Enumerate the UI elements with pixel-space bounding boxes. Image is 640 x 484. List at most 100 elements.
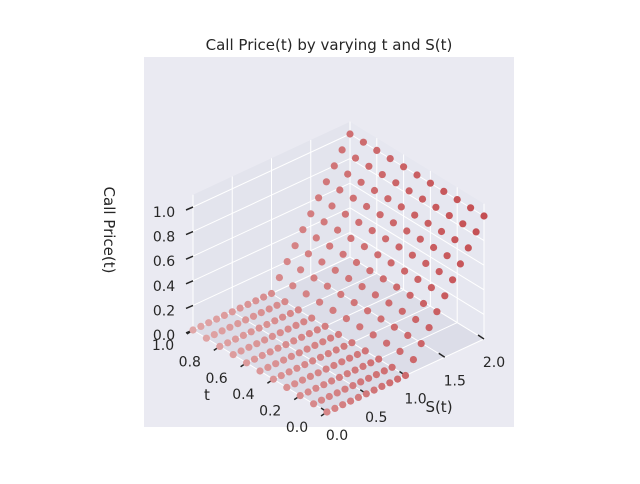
scatter-point — [360, 243, 368, 251]
scatter-point — [396, 347, 404, 355]
scatter-point — [348, 339, 356, 347]
scatter-point — [269, 375, 277, 383]
scatter-point — [347, 397, 355, 405]
scatter-point — [296, 392, 304, 400]
scatter-point — [324, 350, 332, 358]
scatter-point — [317, 396, 326, 404]
scatter-point — [359, 362, 367, 370]
scatter-point — [427, 284, 435, 292]
scatter-point — [456, 260, 464, 268]
scatter-point — [275, 274, 283, 282]
scatter-point — [480, 212, 488, 220]
scatter-point — [403, 227, 411, 235]
side-grid-line — [349, 231, 485, 315]
scatter-point — [386, 379, 394, 387]
y-tick-label: 0.6 — [205, 371, 227, 387]
scatter-point — [210, 331, 218, 339]
scatter-point — [306, 372, 314, 380]
scatter-point — [303, 345, 311, 353]
scatter-point — [373, 146, 381, 154]
chart-title: Call Price(t) by varying t and S(t) — [206, 36, 453, 54]
scatter-point — [406, 291, 414, 299]
scatter-point — [385, 299, 393, 307]
scatter-point — [218, 327, 226, 335]
scatter-point — [334, 330, 343, 339]
scatter-point — [401, 371, 410, 380]
scatter-point — [347, 234, 355, 242]
z-tick-label: 0.6 — [153, 254, 175, 270]
scatter-point — [328, 377, 336, 385]
scatter-point — [271, 317, 279, 325]
scatter-point — [302, 290, 310, 298]
scatter-point — [260, 293, 268, 301]
scatter-point — [328, 202, 336, 210]
scatter-point — [358, 283, 366, 291]
scatter-point — [334, 226, 342, 234]
scatter-point — [339, 401, 347, 409]
z-tick-mark — [185, 230, 194, 236]
scatter-point — [374, 251, 382, 259]
scatter-point — [401, 267, 409, 275]
scatter-point — [249, 312, 258, 320]
scatter-point — [202, 334, 210, 342]
scatter-point — [300, 318, 308, 326]
scatter-point — [433, 308, 441, 316]
side-grid-line — [349, 182, 485, 266]
scatter-point — [312, 234, 320, 242]
scatter-point — [279, 313, 287, 321]
scatter-point — [229, 351, 237, 359]
x-tick-label: 0.0 — [326, 428, 348, 444]
scatter-point — [293, 364, 301, 372]
scatter-point — [338, 146, 346, 154]
scatter-point — [393, 283, 401, 291]
scatter-point — [365, 162, 373, 170]
scatter-point — [335, 373, 343, 381]
scatter-point — [292, 321, 300, 329]
scatter-point — [237, 347, 245, 355]
scatter-point — [377, 315, 385, 323]
scatter-point — [287, 352, 295, 360]
scatter-point — [289, 282, 297, 290]
scatter-point — [291, 242, 299, 250]
scatter-point — [449, 276, 457, 284]
scatter-point — [359, 138, 367, 146]
scatter-point — [301, 361, 309, 369]
scatter-point — [264, 363, 272, 371]
z-tick-label: 0.8 — [153, 230, 175, 246]
scatter-point — [390, 323, 398, 331]
scatter-point — [405, 187, 413, 195]
x-tick-label: 1.5 — [444, 373, 466, 389]
scatter-point — [338, 358, 346, 366]
scatter-point — [372, 371, 380, 379]
scatter-point — [216, 342, 224, 350]
scatter-point — [332, 346, 340, 354]
scatter-point — [432, 203, 440, 211]
back-grid-line — [192, 182, 351, 257]
scatter-point — [414, 275, 422, 283]
x-tick-label: 1.0 — [404, 392, 426, 408]
scatter-point — [282, 341, 290, 349]
y-tick-label: 1.0 — [152, 338, 174, 354]
scatter-point — [273, 301, 281, 309]
scatter-point — [267, 289, 276, 298]
scatter-point — [320, 381, 328, 389]
x-tick-mark — [477, 334, 485, 340]
scatter-point — [281, 298, 289, 306]
scatter-point — [205, 319, 213, 327]
scatter-point — [368, 227, 376, 235]
scatter-point — [388, 363, 396, 371]
tick-labels: 0.00.51.01.52.00.00.20.40.60.81.00.00.20… — [152, 205, 505, 444]
scatter-point — [312, 384, 320, 392]
scatter-point — [346, 354, 354, 362]
scatter-point — [245, 343, 253, 351]
scatter-point — [419, 299, 428, 308]
scatter-point — [370, 186, 379, 195]
scatter-point — [362, 390, 370, 398]
scatter-point — [333, 389, 341, 397]
scatter-point — [430, 243, 438, 252]
scatter-point — [426, 179, 434, 187]
scatter-point — [392, 179, 400, 187]
scatter-point — [380, 367, 388, 375]
scatter-point — [349, 382, 357, 390]
scatter-point — [314, 369, 322, 377]
